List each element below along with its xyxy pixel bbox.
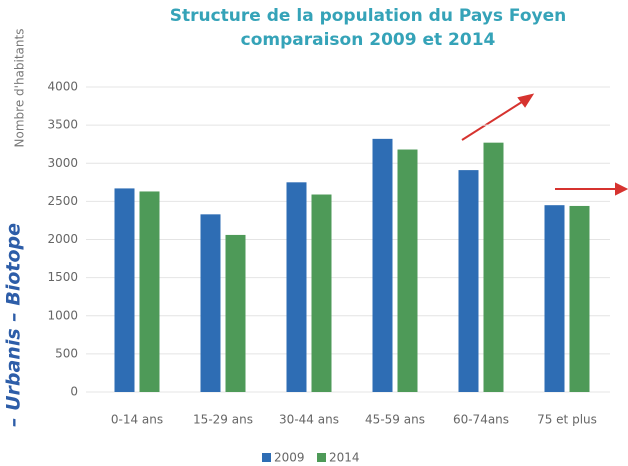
- bar: [114, 188, 135, 392]
- y-tick-label: 1000: [47, 308, 78, 322]
- legend-swatch: [262, 453, 271, 462]
- x-tick-label: 45-59 ans: [365, 413, 425, 427]
- y-tick-label: 3500: [47, 118, 78, 132]
- y-tick-label: 2500: [47, 194, 78, 208]
- y-axis-label: Nombre d'habitants: [13, 29, 27, 148]
- x-tick-label: 15-29 ans: [193, 413, 253, 427]
- x-tick-label: 75 et plus: [537, 413, 597, 427]
- y-tick-label: 4000: [47, 80, 78, 94]
- bar: [483, 142, 504, 392]
- y-tick-label: 0: [70, 385, 78, 399]
- bar: [286, 182, 307, 392]
- bar: [458, 170, 479, 392]
- side-text: – Urbanis – Biotope: [3, 223, 25, 427]
- y-tick-label: 1500: [47, 270, 78, 284]
- bar: [372, 138, 393, 392]
- chart-subtitle: comparaison 2009 et 2014: [241, 30, 496, 50]
- bar: [569, 205, 590, 392]
- bar: [200, 214, 221, 392]
- y-tick-label: 3000: [47, 156, 78, 170]
- y-tick-label: 2000: [47, 232, 78, 246]
- y-tick-label: 500: [55, 346, 78, 360]
- legend-label: 2009: [274, 451, 305, 465]
- x-tick-label: 30-44 ans: [279, 413, 339, 427]
- bar: [311, 194, 332, 392]
- legend-swatch: [317, 453, 326, 462]
- x-tick-label: 0-14 ans: [111, 413, 163, 427]
- arrows: [461, 93, 628, 196]
- bar: [397, 149, 418, 392]
- bar: [544, 205, 565, 392]
- legend-label: 2014: [329, 451, 360, 465]
- chart-title: Structure de la population du Pays Foyen: [170, 6, 566, 26]
- bar: [225, 234, 246, 392]
- x-tick-label: 60-74ans: [453, 413, 509, 427]
- bar: [139, 191, 160, 392]
